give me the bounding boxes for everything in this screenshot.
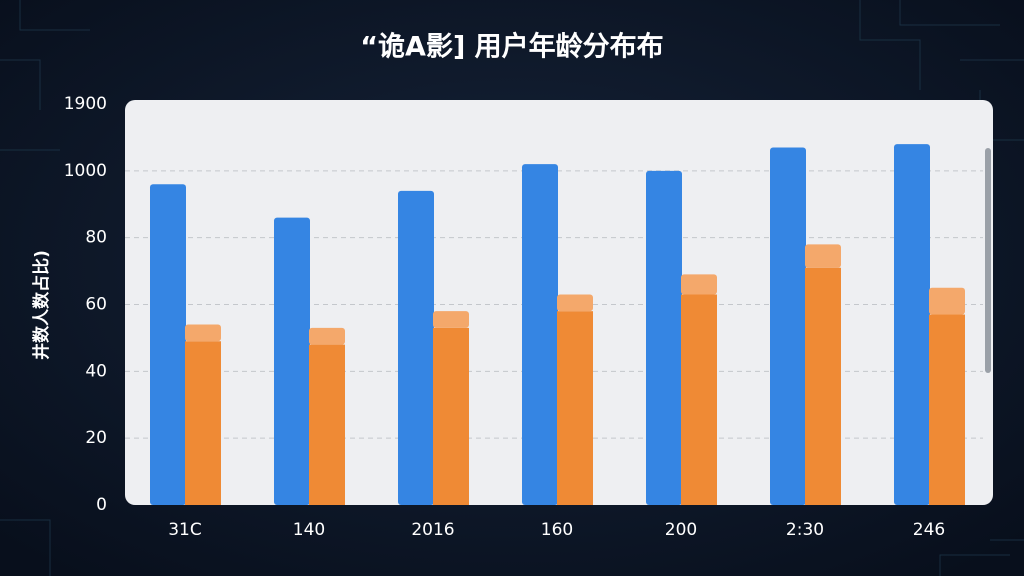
x-tick-label: 31C: [168, 520, 202, 540]
bar: [805, 267, 841, 505]
x-tick-label: 160: [541, 520, 573, 540]
bar: [681, 294, 717, 505]
bar: [274, 217, 310, 505]
y-tick-label: 60: [85, 295, 107, 315]
scrollbar[interactable]: [985, 148, 991, 373]
bar: [557, 294, 593, 312]
x-tick-label: 246: [913, 520, 945, 540]
x-tick-label: 2016: [411, 520, 454, 540]
bar: [805, 244, 841, 268]
bar: [929, 287, 965, 315]
bar: [309, 344, 345, 505]
y-tick-label: 20: [85, 428, 107, 448]
y-axis-label: 井数人数占比): [31, 250, 52, 360]
bar: [150, 184, 186, 505]
bar: [646, 170, 682, 506]
y-tick-label: 1000: [64, 161, 107, 181]
y-tick-label: 1900: [64, 94, 107, 114]
bar: [433, 311, 469, 328]
y-tick-label: 80: [85, 228, 107, 248]
bar: [185, 341, 221, 505]
x-tick-label: 2:30: [786, 520, 824, 540]
bar: [309, 327, 345, 345]
bar: [433, 327, 469, 505]
bar: [770, 147, 806, 506]
bar: [894, 144, 930, 505]
bar: [185, 324, 221, 342]
x-tick-label: 140: [293, 520, 325, 540]
y-tick-label: 40: [85, 361, 107, 381]
bar: [522, 164, 558, 505]
x-tick-label: 200: [665, 520, 697, 540]
bar: [681, 274, 717, 295]
bar: [929, 314, 965, 505]
y-tick-label: 0: [96, 495, 107, 515]
bar: [557, 311, 593, 505]
chart-title: “诡A影] 用户年龄分布布: [360, 31, 663, 63]
bar: [398, 190, 434, 505]
